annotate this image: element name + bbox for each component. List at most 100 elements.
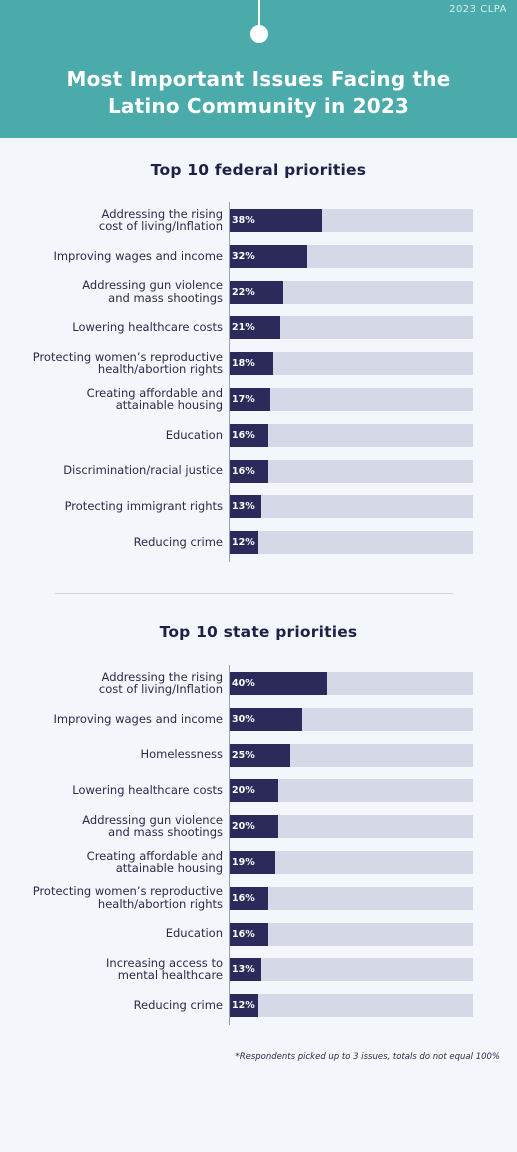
bar-track: 12% (229, 531, 473, 555)
header-banner: 2023 CLPA Most Important Issues Facing t… (0, 0, 517, 138)
data-label: 17% (232, 394, 255, 405)
category-label-line: Improving wages and income (53, 711, 223, 726)
footnote: *Respondents picked up to 3 issues, tota… (235, 1052, 500, 1062)
bar-row: Creating affordable and attainable housin… (0, 844, 517, 880)
bar: 18% (229, 352, 273, 376)
category-label-line: Lowering healthcare costs (72, 783, 223, 798)
category-label-text: Education (166, 927, 223, 940)
data-label: 16% (232, 928, 255, 940)
data-label: 12% (232, 537, 255, 549)
category-label: Protecting women’s reproductive health/ab… (8, 345, 223, 381)
category-label: Protecting women’s reproductive health/ab… (8, 880, 223, 916)
bar: 21% (229, 316, 281, 340)
category-label-text: Improving wages and income (53, 713, 223, 726)
data-label: 16% (232, 429, 255, 441)
bar-track: 20% (229, 815, 473, 839)
data-label: 22% (232, 286, 255, 298)
category-label-line: Discrimination/racial justice (63, 463, 223, 478)
data-label: 16% (232, 465, 255, 477)
brand-tag: 2023 CLPA (449, 4, 507, 15)
category-label-line: Addressing gun violence (82, 278, 223, 293)
bar-row: Lowering healthcare costs 21% (0, 309, 517, 345)
data-label: 18% (232, 358, 255, 370)
bar-row: Addressing gun violence and mass shooting… (0, 808, 517, 844)
category-label: Reducing crime (8, 524, 223, 560)
bar: 25% (229, 743, 290, 767)
bar-track: 16% (229, 886, 473, 910)
bar-track: 25% (229, 743, 473, 767)
category-label-line: health/abortion rights (97, 362, 223, 377)
bar: 20% (229, 815, 278, 839)
category-label-line: and mass shootings (108, 825, 223, 840)
bar-row: Addressing the rising cost of living/Infl… (0, 665, 517, 701)
bar: 16% (229, 459, 269, 483)
bar-row: Improving wages and income 30% (0, 701, 517, 737)
federal-chart-title: Top 10 federal priorities (150, 161, 367, 179)
category-label-line: cost of living/Inflation (98, 682, 223, 696)
category-label: Homelessness (8, 737, 223, 773)
category-label-line: and mass shootings (108, 290, 223, 305)
bar: 16% (229, 886, 269, 910)
category-label-line: Addressing gun violence (82, 812, 223, 827)
category-label-text: Education (166, 429, 223, 442)
category-label-line: Homelessness (140, 747, 223, 762)
category-label-line: Protecting women’s reproductive (32, 349, 223, 364)
category-label-line: Reducing crime (133, 997, 223, 1012)
category-label-line: cost of living/Inflation (98, 219, 223, 233)
page-title-line-1: Most Important Issues Facing the (66, 67, 451, 91)
data-label: 12% (232, 1000, 255, 1012)
category-label-text: Addressing gun violence and mass shooting… (82, 279, 223, 304)
bar-row: Creating affordable and attainable housin… (0, 381, 517, 417)
bar: 16% (229, 423, 269, 447)
category-label: Improving wages and income (8, 238, 223, 274)
bar: 13% (229, 958, 261, 982)
bar-row: Protecting women’s reproductive health/ab… (0, 880, 517, 916)
bar-track: 17% (229, 388, 473, 411)
category-label-text: Addressing the rising cost of living/Infl… (98, 206, 223, 233)
bar-row: Addressing gun violence and mass shooting… (0, 274, 517, 310)
data-label: 40% (232, 678, 255, 689)
category-label: Addressing the rising cost of living/Infl… (8, 202, 223, 238)
section-divider (55, 593, 453, 594)
category-label: Lowering healthcare costs (8, 772, 223, 808)
bar-row: Reducing crime 12% (0, 524, 517, 560)
bar-row: Education 16% (0, 916, 517, 952)
category-label-line: Protecting immigrant rights (64, 499, 223, 514)
category-label: Improving wages and income (8, 701, 223, 737)
category-label-line: Creating affordable and (86, 385, 223, 400)
data-label: 32% (232, 250, 255, 262)
category-label-text: Protecting women’s reproductive health/ab… (33, 351, 223, 376)
bar: 12% (229, 531, 259, 555)
data-label: 13% (232, 501, 255, 513)
category-label: Addressing the rising cost of living/Infl… (8, 665, 223, 701)
data-label: 16% (232, 892, 255, 904)
bar-track: 32% (229, 244, 473, 268)
data-label: 30% (232, 713, 255, 725)
bar: 22% (229, 280, 283, 304)
category-label-line: Protecting women’s reproductive (32, 884, 223, 899)
bar-row: Improving wages and income 32% (0, 238, 517, 274)
category-label-text: Lowering healthcare costs (72, 321, 223, 334)
state-chart-axis (229, 665, 230, 1025)
bar: 13% (229, 495, 261, 519)
category-label-line: Addressing the rising (101, 206, 223, 221)
category-label: Reducing crime (8, 987, 223, 1023)
bar-track: 13% (229, 958, 473, 982)
category-label-line: Addressing the rising (101, 669, 223, 684)
bar: 12% (229, 994, 259, 1018)
bar: 30% (229, 707, 303, 731)
federal-chart-axis (229, 202, 230, 562)
category-label-text: Reducing crime (134, 999, 223, 1012)
bar-track: 16% (229, 459, 473, 483)
bar-track: 21% (229, 316, 473, 340)
category-label: Increasing access to mental healthcare (8, 951, 223, 987)
bar-track: 13% (229, 495, 473, 519)
category-label-text: Protecting immigrant rights (65, 500, 223, 513)
bar-row: Addressing the rising cost of living/Infl… (0, 202, 517, 238)
bar-row: Education 16% (0, 417, 517, 453)
category-label-text: Protecting women’s reproductive health/ab… (33, 885, 223, 910)
bar-track: 20% (229, 779, 473, 803)
bar: 20% (229, 779, 278, 803)
category-label-text: Creating affordable and attainable housin… (87, 849, 223, 875)
category-label: Creating affordable and attainable housin… (8, 844, 223, 880)
